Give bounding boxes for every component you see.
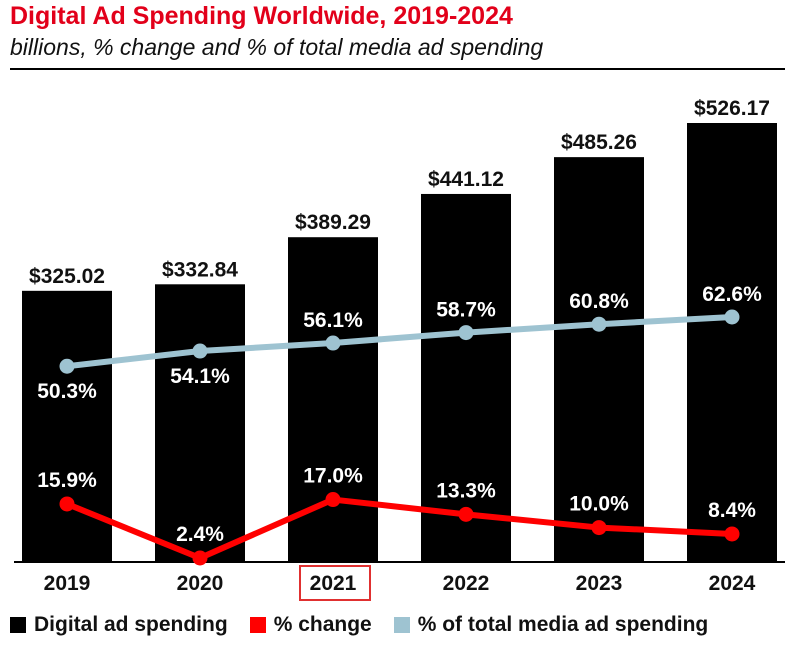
label-pct-total-media-2022: 58.7% [436,299,496,322]
bar-value-label-2021: $389.29 [295,211,371,234]
point-pct-change-2020 [192,550,208,566]
bar-value-label-2022: $441.12 [428,168,504,191]
label-pct-change-2022: 13.3% [436,479,496,502]
label-pct-total-media-2020: 54.1% [170,365,230,388]
bar-value-label-2020: $332.84 [162,258,238,281]
x-tick-label-2019: 2019 [44,572,91,595]
title-divider [10,68,785,70]
bar-digital-ad-spending-2023 [554,157,644,562]
legend-swatch-pct-total-media [393,617,410,633]
label-pct-change-2021: 17.0% [303,465,363,488]
legend-label-pct-change: % change [273,613,372,636]
line-pct-change [65,496,733,561]
bar-digital-ad-spending-2024 [687,123,777,562]
x-tick-label-2020: 2020 [177,572,224,595]
chart-subtitle: billions, % change and % of total media … [10,34,544,60]
point-pct-total-media-2024 [724,309,740,325]
legend-item-pct-total-media: % of total media ad spending [393,613,709,637]
label-pct-total-media-2023: 60.8% [569,290,629,313]
point-pct-change-2019 [59,496,75,512]
label-pct-total-media-2024: 62.6% [702,283,762,306]
point-pct-change-2023 [591,520,607,536]
point-pct-total-media-2020 [192,343,208,359]
point-pct-change-2021 [325,492,341,508]
point-pct-total-media-2019 [59,358,75,374]
bar-value-label-2023: $485.26 [561,131,637,154]
x-tick-label-2022: 2022 [443,572,490,595]
label-pct-change-2020: 2.4% [176,523,224,546]
line-pct-total-media [66,314,733,370]
bar-digital-ad-spending-2021 [288,237,378,562]
legend-item-digital-ad-spending: Digital ad spending [10,613,228,637]
chart-title: Digital Ad Spending Worldwide, 2019-2024 [10,2,513,30]
point-pct-change-2024 [724,526,740,542]
x-tick-label-2023: 2023 [576,572,623,595]
point-pct-total-media-2021 [325,335,341,351]
legend-label-digital-ad-spending: Digital ad spending [34,613,228,636]
bar-digital-ad-spending-2020 [155,284,245,562]
legend-swatch-pct-change [249,617,266,633]
highlight-box-2021 [299,565,371,601]
x-tick-label-2021: 2021 [310,572,357,595]
label-pct-change-2019: 15.9% [37,469,97,492]
legend-item-pct-change: % change [249,613,372,637]
legend-swatch-digital-ad-spending [10,617,26,633]
legend-label-pct-total-media: % of total media ad spending [417,613,709,636]
x-tick-label-2024: 2024 [709,572,756,595]
legend: Digital ad spending % change % of total … [10,610,708,640]
label-pct-total-media-2019: 50.3% [37,380,97,403]
label-pct-change-2024: 8.4% [708,499,756,522]
label-pct-total-media-2021: 56.1% [303,309,363,332]
point-pct-total-media-2022 [458,325,474,341]
point-pct-change-2022 [458,506,474,522]
bar-digital-ad-spending-2022 [421,193,511,563]
bar-digital-ad-spending-2019 [22,290,112,562]
bar-value-label-2019: $325.02 [29,265,105,288]
point-pct-total-media-2023 [591,316,607,332]
label-pct-change-2023: 10.0% [569,493,629,516]
bar-value-label-2024: $526.17 [694,97,770,120]
